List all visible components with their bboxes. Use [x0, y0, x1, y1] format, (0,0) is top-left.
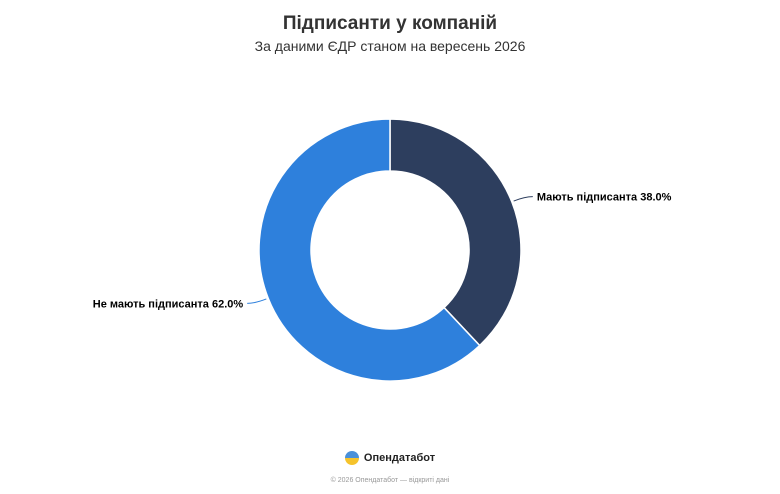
- slice-label-0: Мають підписанта 38.0%: [537, 192, 672, 204]
- label-connector-0: [513, 196, 533, 202]
- label-connector-1: [247, 298, 267, 304]
- chart-subtitle: За даними ЄДР станом на вересень 2026: [254, 38, 526, 54]
- opendatabot-logo-icon: [344, 451, 359, 465]
- brand-name: Опендатабот: [363, 452, 436, 464]
- footer-text: © 2026 Опендатабот — відкриті дані: [330, 477, 450, 484]
- donut-slice-0: [389, 118, 522, 347]
- brand: Опендатабот: [0, 451, 780, 465]
- chart-title: Підписанти у компаній: [282, 13, 498, 34]
- donut-slice-1: [258, 118, 481, 382]
- slice-label-1: Не мають підписанта 62.0%: [93, 298, 244, 310]
